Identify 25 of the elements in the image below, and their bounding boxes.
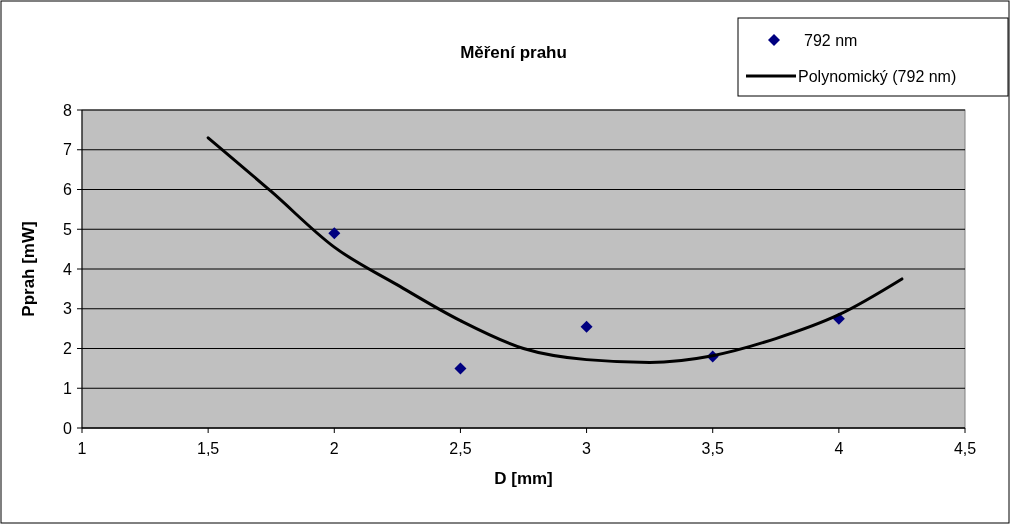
y-axis-title: Pprah [mW] <box>19 221 38 317</box>
legend-label: Polynomický (792 nm) <box>798 67 957 85</box>
x-tick-label: 1 <box>77 440 87 457</box>
y-tick-label: 5 <box>63 220 73 238</box>
y-tick-label: 0 <box>63 419 73 437</box>
y-tick-label: 1 <box>63 379 73 397</box>
x-tick-label: 4,5 <box>953 440 977 457</box>
y-tick-label: 2 <box>63 340 73 358</box>
x-tick-label: 4 <box>834 440 844 457</box>
legend-label: 792 nm <box>804 31 858 49</box>
chart-title: Měření prahu <box>460 43 567 62</box>
point <box>454 362 467 375</box>
y-tick-label: 3 <box>63 300 73 318</box>
x-tick-label: 3 <box>582 440 592 457</box>
point <box>580 320 593 333</box>
y-tick-label: 7 <box>63 141 73 159</box>
x-axis-title: D [mm] <box>494 469 553 488</box>
x-tick-label: 2,5 <box>449 440 472 457</box>
x-tick-label: 3,5 <box>701 440 724 457</box>
y-tick-label: 4 <box>63 260 73 278</box>
y-tick-label: 6 <box>63 181 73 199</box>
point <box>328 227 341 240</box>
x-tick-label: 2 <box>329 440 339 457</box>
y-tick-label: 8 <box>63 101 73 119</box>
x-tick-label: 1,5 <box>197 440 220 457</box>
